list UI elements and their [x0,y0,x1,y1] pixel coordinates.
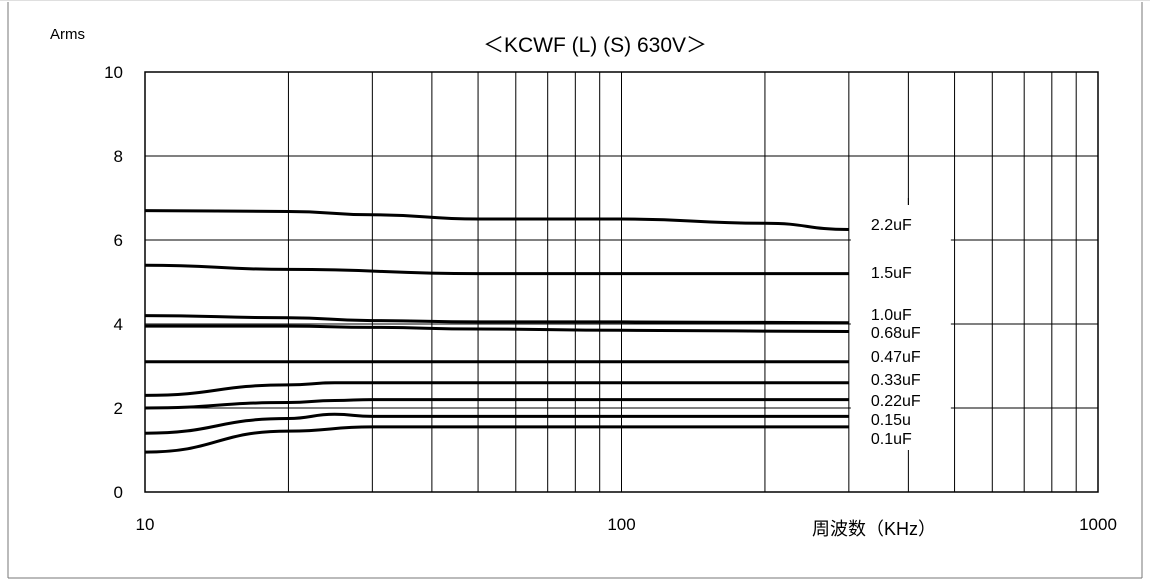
x-axis-label: 周波数（KHz） [812,519,936,539]
series-line [144,398,849,410]
series-label-area [850,205,951,450]
series-lines [144,209,849,454]
series-line [145,324,849,334]
x-tick-label: 10 [136,515,155,534]
series-label: 0.47uF [871,349,921,366]
x-tick-label: 1000 [1079,515,1117,534]
y-tick-label: 8 [114,147,123,166]
series-line [144,209,849,231]
series-label: 0.22uF [871,393,921,410]
x-tick-label: 100 [607,515,635,534]
series-label: 2.2uF [871,217,912,234]
y-tick-label: 2 [114,399,123,418]
y-tick-label: 10 [104,63,123,82]
y-tick-label: 4 [114,315,123,334]
series-line [144,412,849,435]
series-label: 1.5uF [871,265,912,282]
series-line [144,263,849,276]
y-tick-label: 0 [114,483,123,502]
series-label: 0.68uF [871,325,921,342]
chart-title: ＜KCWF (L) (S) 630V＞ [483,34,707,57]
series-line [144,314,849,325]
series-label: 0.33uF [871,372,921,389]
series-line [144,381,849,397]
series-line [144,425,849,454]
y-tick-label: 6 [114,231,123,250]
y-axis-label: Arms [50,26,85,43]
tick-labels: 0 2 4 6 8 10 10 100 1000 [104,63,1117,534]
series-label: 1.0uF [871,307,912,324]
grid [144,71,1099,493]
series-label: 0.15u [871,412,911,429]
plot-border [144,71,1099,493]
series-label: 0.1uF [871,431,912,448]
